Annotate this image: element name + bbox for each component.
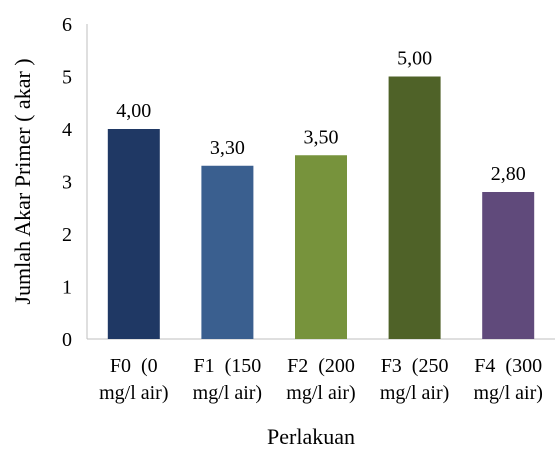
bars-group <box>107 76 535 339</box>
y-tick-label: 2 <box>62 224 72 246</box>
x-axis-title: Perlakuan <box>267 424 355 449</box>
y-tick-label: 6 <box>62 14 72 36</box>
data-labels-group: 4,00 3,30 3,50 5,00 2,80 <box>116 48 525 186</box>
y-tick-label: 0 <box>62 329 72 351</box>
bar <box>201 165 254 339</box>
x-category-label: F1 (150 <box>194 355 262 377</box>
x-category-label: mg/l air) <box>380 382 449 404</box>
x-category-label: mg/l air) <box>193 382 262 404</box>
y-tick-label: 1 <box>62 277 72 299</box>
y-tick-label: 5 <box>62 67 72 89</box>
x-category-labels-group: F0 (0 mg/l air) F1 (150 mg/l air) F2 (200 mg/… <box>99 355 543 404</box>
bar-data-label: 5,00 <box>397 48 432 70</box>
bar-data-label: 3,50 <box>304 126 339 148</box>
x-category-label: F4 (300 <box>474 355 542 377</box>
x-category-label: mg/l air) <box>473 382 542 404</box>
y-axis-title: Jumlah Akar Primer ( akar ) <box>10 58 35 304</box>
bar <box>482 192 535 339</box>
y-tick-label: 4 <box>62 119 72 141</box>
x-category-label: mg/l air) <box>99 382 168 404</box>
bar-data-label: 2,80 <box>491 163 526 185</box>
x-category-label: mg/l air) <box>286 382 355 404</box>
bar <box>388 76 441 339</box>
x-category-label: F0 (0 <box>110 355 158 377</box>
bar <box>107 129 160 339</box>
bar <box>295 155 347 339</box>
y-tick-label: 3 <box>62 172 72 194</box>
bar-data-label: 4,00 <box>116 100 151 122</box>
y-tick-labels-group: 0 1 2 3 4 5 6 <box>62 14 72 351</box>
x-category-label: F3 (250 <box>381 355 449 377</box>
bar-data-label: 3,30 <box>210 137 245 159</box>
x-category-label: F2 (200 <box>287 355 355 377</box>
